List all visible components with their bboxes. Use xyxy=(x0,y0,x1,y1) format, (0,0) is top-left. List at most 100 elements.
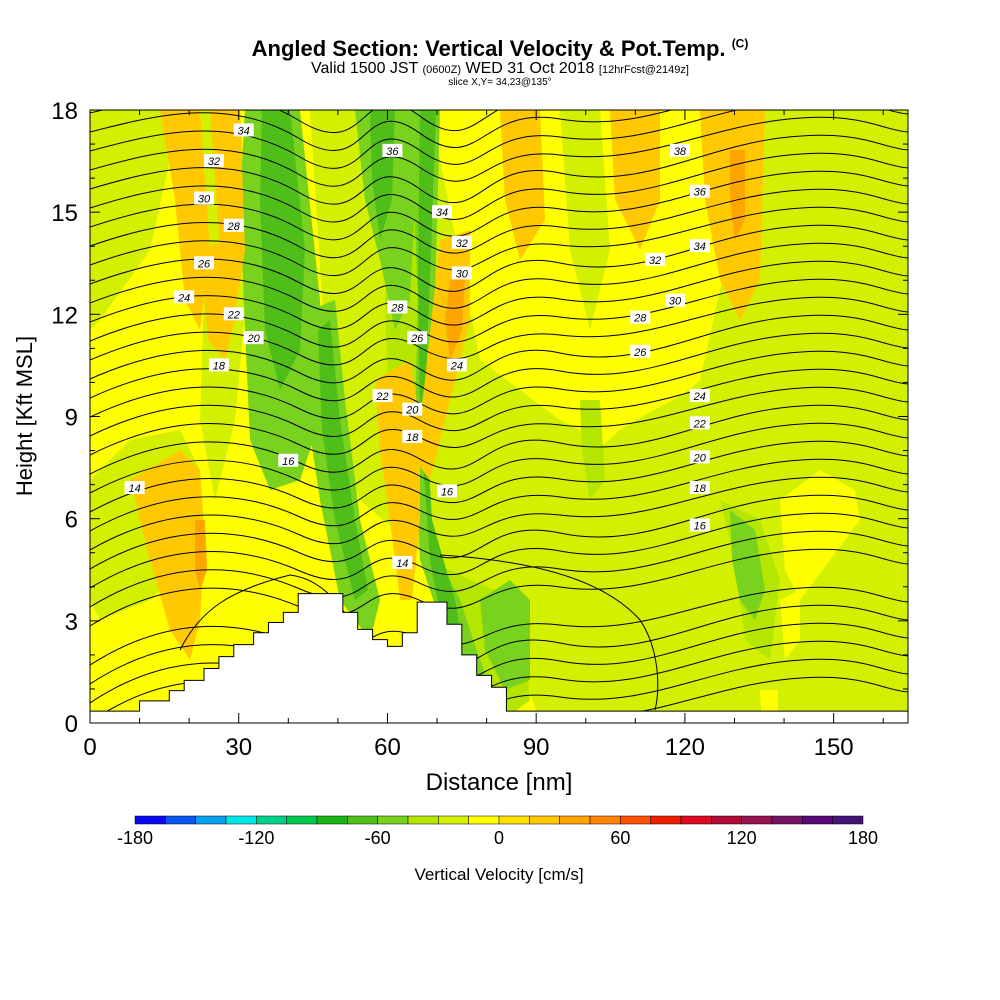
colorbar-tick-label: 60 xyxy=(610,828,630,848)
theta-label: 18 xyxy=(694,483,707,495)
theta-label-bg xyxy=(664,293,685,307)
colorbar-bin xyxy=(377,815,409,825)
theta-contour xyxy=(90,110,500,134)
theta-label: 36 xyxy=(694,187,707,199)
chart-title-main: Angled Section: Vertical Velocity & Pot.… xyxy=(251,36,726,61)
colorbar-tick-label: 0 xyxy=(494,828,504,848)
theta-label-bg xyxy=(630,310,651,324)
y-axis-label: Height [Kft MSL] xyxy=(12,336,37,496)
field-region xyxy=(610,110,660,250)
theta-label: 16 xyxy=(441,486,454,498)
theta-label: 14 xyxy=(128,483,140,495)
field-region xyxy=(480,580,530,690)
theta-label-bg xyxy=(689,184,710,198)
field-region xyxy=(90,110,170,330)
colorbar-bin xyxy=(225,815,257,825)
theta-label-bg xyxy=(223,307,244,321)
colorbar-bin xyxy=(741,815,773,825)
theta-label: 18 xyxy=(406,432,419,444)
valid-time: Valid 1500 JST xyxy=(311,60,419,77)
theta-label: 18 xyxy=(213,360,226,372)
copyright-mark: (C) xyxy=(731,36,749,51)
theta-label: 16 xyxy=(694,520,707,532)
theta-label-bg xyxy=(630,344,651,358)
theta-label-bg xyxy=(194,256,215,270)
colorbar-bin xyxy=(711,815,742,825)
chart-subtitle: Valid 1500 JST (0600Z) WED 31 Oct 2018 [… xyxy=(0,60,1000,78)
colorbar-bin xyxy=(165,815,196,825)
y-tick-label: 6 xyxy=(65,507,78,534)
x-tick-label: 30 xyxy=(225,734,252,761)
theta-label-bg xyxy=(402,429,423,443)
theta-label-bg xyxy=(689,416,710,430)
theta-label: 22 xyxy=(227,309,240,321)
theta-label: 28 xyxy=(227,221,241,233)
x-axis: 0 30 60 90 120 150 xyxy=(83,110,884,761)
colorbar-bin xyxy=(498,815,530,825)
theta-label-bg xyxy=(446,358,467,372)
colorbar-bin xyxy=(802,815,833,825)
colorbar-label: Vertical Velocity [cm/s] xyxy=(414,865,583,884)
field-region xyxy=(195,520,207,590)
theta-label-bg xyxy=(689,389,710,403)
theta-label-bg xyxy=(387,300,408,314)
theta-contour xyxy=(90,530,908,608)
theta-label: 30 xyxy=(669,296,682,308)
valid-date: WED 31 Oct 2018 xyxy=(465,60,595,77)
theta-label: 32 xyxy=(208,156,220,168)
theta-label: 20 xyxy=(405,405,419,417)
theta-label: 26 xyxy=(633,347,647,359)
theta-contour xyxy=(90,110,674,151)
y-tick-label: 12 xyxy=(51,302,78,329)
terrain-profile xyxy=(89,593,909,724)
theta-label: 30 xyxy=(456,268,469,280)
theta-label-bg xyxy=(372,389,393,403)
colorbar-tick-label: -60 xyxy=(365,828,391,848)
theta-label: 26 xyxy=(197,258,211,270)
theta-label: 36 xyxy=(386,146,399,158)
field-region xyxy=(880,110,908,240)
field-region xyxy=(200,240,235,360)
theta-contour xyxy=(90,224,908,294)
theta-label-bg xyxy=(431,205,452,219)
theta-label-bg xyxy=(451,266,472,280)
theta-contour xyxy=(90,494,908,570)
colorbar-bin xyxy=(589,815,621,825)
theta-contour xyxy=(90,386,908,456)
theta-contour xyxy=(90,548,908,627)
field-region xyxy=(370,110,395,240)
y-tick-label: 18 xyxy=(51,98,78,125)
theta-label: 32 xyxy=(456,238,468,250)
theta-contour xyxy=(90,260,908,330)
colorbar-bin xyxy=(256,815,287,825)
field-region xyxy=(500,110,545,260)
theta-label-bg xyxy=(243,331,264,345)
theta-label-bg xyxy=(689,518,710,532)
theta-contour xyxy=(90,350,908,420)
theta-label: 22 xyxy=(693,418,706,430)
theta-contour xyxy=(90,110,908,169)
theta-label: 30 xyxy=(198,194,211,206)
slice-info: slice X,Y= 34,23@135° xyxy=(448,77,552,88)
theta-label-bg xyxy=(451,235,472,249)
valid-zulu: (0600Z) xyxy=(422,64,462,76)
theta-contour xyxy=(90,152,908,223)
theta-label: 16 xyxy=(282,456,295,468)
y-tick-label: 0 xyxy=(65,711,78,738)
y-tick-label: 9 xyxy=(65,405,78,432)
theta-label-bg xyxy=(124,481,145,495)
theta-label-bg xyxy=(436,484,457,498)
colorbar-tick-label: -180 xyxy=(117,828,153,848)
theta-label: 24 xyxy=(693,391,706,403)
theta-label: 22 xyxy=(375,391,388,403)
colorbar-bin xyxy=(407,815,439,825)
field-region xyxy=(580,400,605,500)
colorbar-bin xyxy=(559,815,591,825)
theta-label: 20 xyxy=(693,452,707,464)
theta-contour xyxy=(90,332,908,402)
field-region xyxy=(418,110,462,640)
colorbar-bin xyxy=(468,815,500,825)
theta-label-bg xyxy=(174,290,195,304)
colorbar-bin xyxy=(286,815,318,825)
